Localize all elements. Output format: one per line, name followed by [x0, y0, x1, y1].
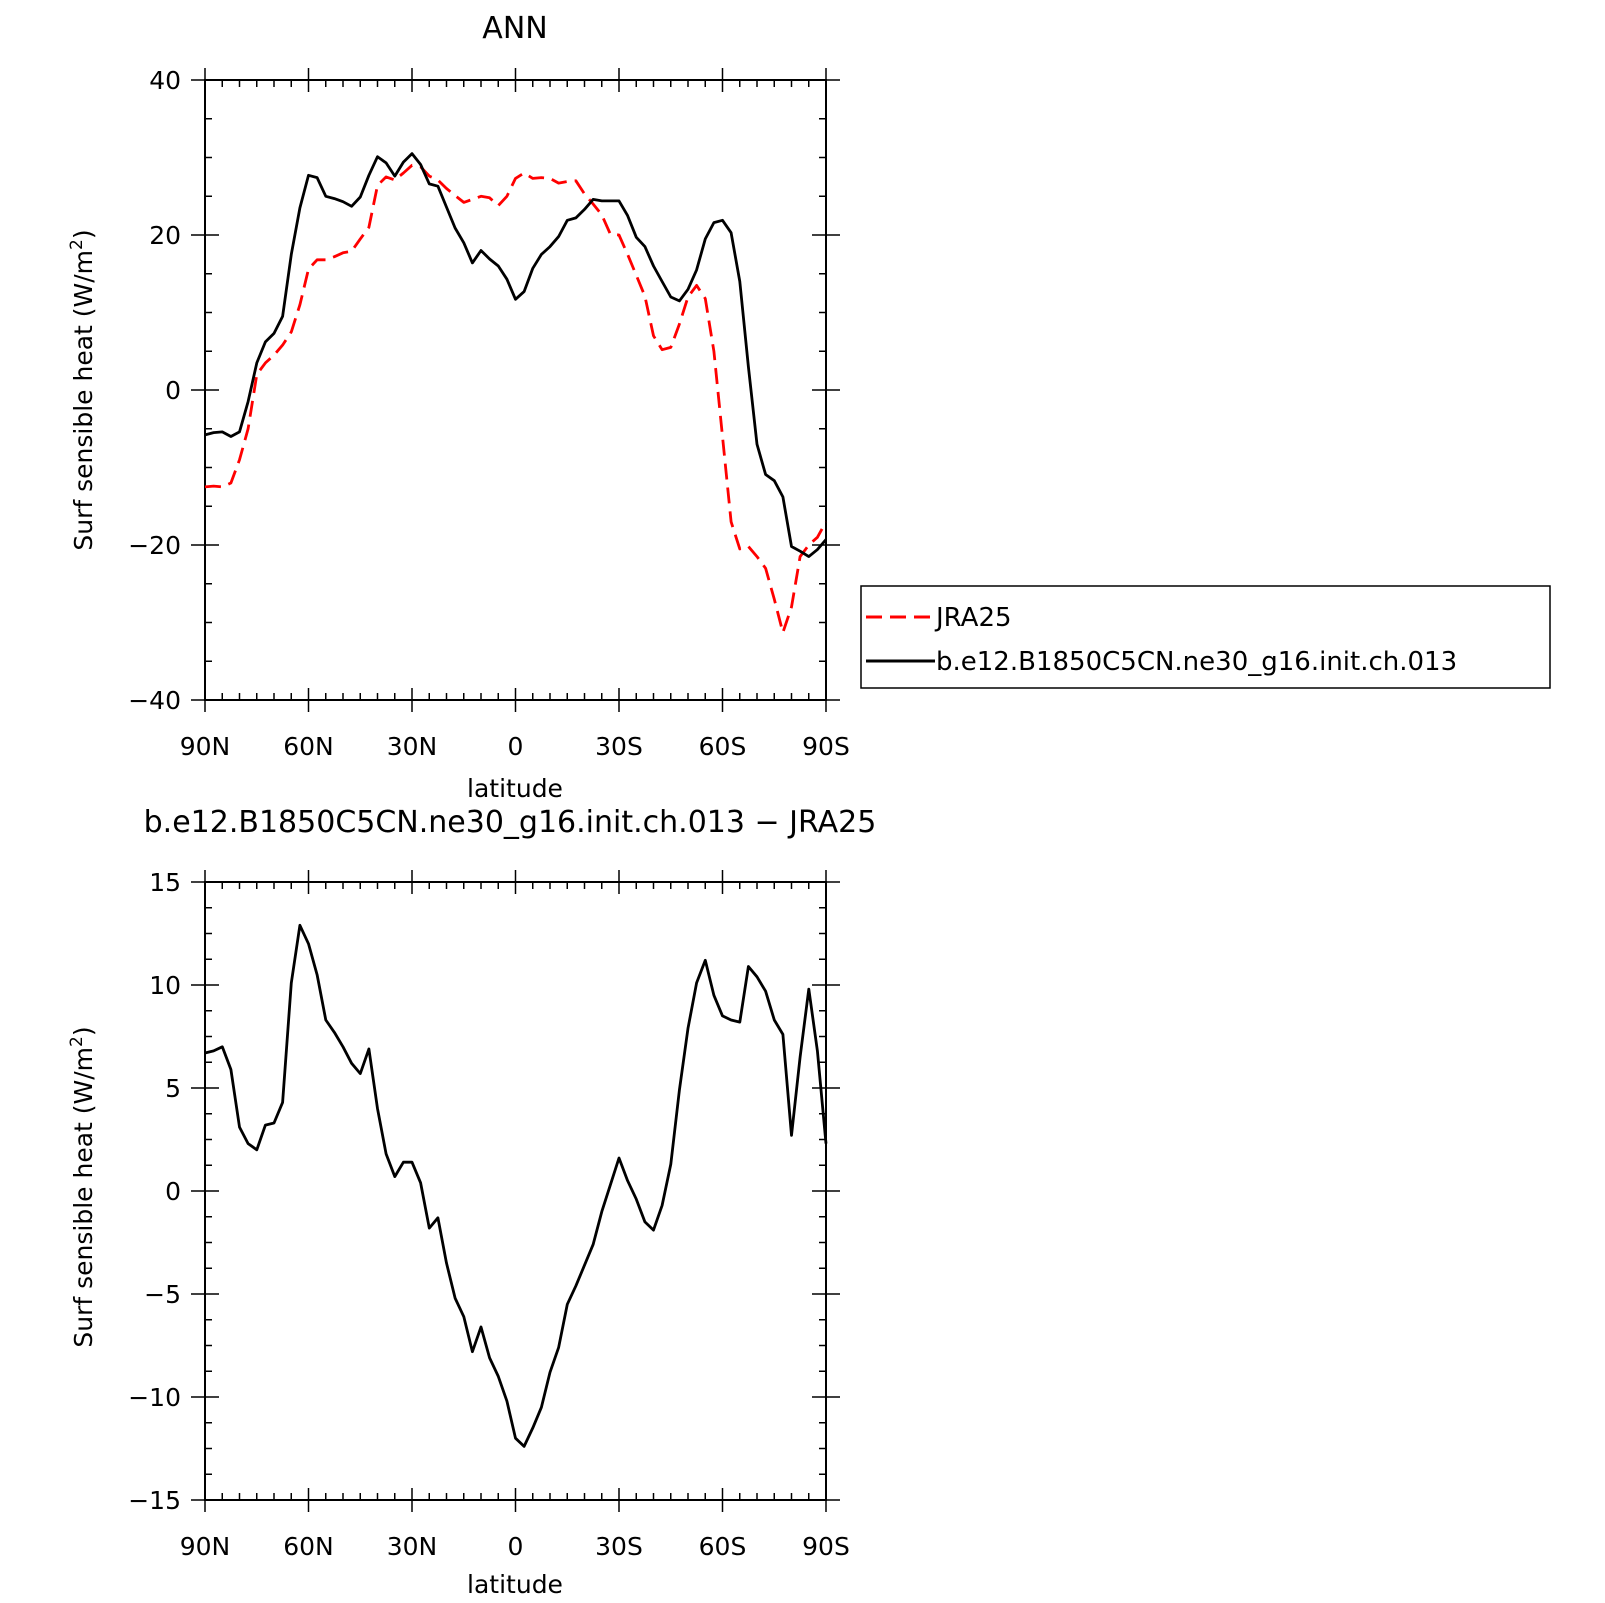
bottom-x-tick-label: 30N: [387, 1532, 438, 1561]
bottom-y-tick-label: −15: [128, 1486, 181, 1515]
top-x-tick-labels: 90N 60N 30N 0 30S 60S 90S: [180, 732, 850, 761]
top-x-axis-label: latitude: [467, 774, 563, 803]
top-x-tick-label: 90N: [180, 732, 231, 761]
bottom-y-tick-label: 0: [165, 1177, 181, 1206]
legend: JRA25 b.e12.B1850C5CN.ne30_g16.init.ch.0…: [860, 585, 1551, 689]
bottom-x-tick-label: 30S: [595, 1532, 643, 1561]
bottom-x-tick-label: 60S: [699, 1532, 747, 1561]
top-y-axis-label-main: Surf sensible heat (W/m: [69, 250, 98, 551]
top-x-tick-label: 60N: [283, 732, 334, 761]
bottom-y-tick-label: 10: [149, 971, 181, 1000]
top-y-tick-label: 40: [149, 66, 181, 95]
bottom-chart-title: b.e12.B1850C5CN.ne30_g16.init.ch.013 − J…: [144, 805, 877, 840]
bottom-y-tick-label: 15: [149, 868, 181, 897]
top-y-axis-label: Surf sensible heat (W/m2): [67, 229, 98, 550]
bottom-series-line-0: [204, 923, 828, 1448]
top-series-line-0: [204, 163, 828, 634]
top-y-axis-label-close: ): [69, 229, 98, 239]
bottom-x-tick-label: 90N: [180, 1532, 231, 1561]
top-axis-ticks: [191, 68, 840, 712]
top-series-line-1: [204, 152, 828, 558]
bottom-y-axis-label: Surf sensible heat (W/m2): [67, 1026, 98, 1347]
bottom-x-tick-labels: 90N 60N 30N 0 30S 60S 90S: [180, 1532, 850, 1561]
top-y-axis-label-sup: 2: [67, 239, 87, 250]
bottom-panel: b.e12.B1850C5CN.ne30_g16.init.ch.013 − J…: [67, 805, 876, 1599]
bottom-y-tick-label: −5: [144, 1280, 181, 1309]
top-x-tick-label: 90S: [802, 732, 850, 761]
bottom-y-axis-label-close: ): [69, 1026, 98, 1036]
top-panel: ANN −40 −20 0 20 40 90N 60N 30N 0 30S 60S 90S lati…: [67, 11, 1551, 803]
bottom-y-tick-label: 5: [165, 1074, 181, 1103]
legend-label-model: b.e12.B1850C5CN.ne30_g16.init.ch.013: [936, 647, 1457, 677]
top-y-tick-label: −40: [128, 686, 181, 715]
legend-box: [860, 585, 1551, 689]
bottom-axis-ticks: [191, 870, 840, 1512]
top-y-tick-label: −20: [128, 531, 181, 560]
bottom-y-tick-label: −10: [128, 1383, 181, 1412]
top-x-tick-label: 0: [508, 732, 524, 761]
top-chart-title: ANN: [482, 11, 547, 46]
top-x-tick-label: 30S: [595, 732, 643, 761]
top-plot-frame: [204, 79, 827, 701]
top-x-tick-label: 60S: [699, 732, 747, 761]
top-y-tick-labels: −40 −20 0 20 40: [128, 66, 181, 715]
bottom-y-tick-labels: −15 −10 −5 0 5 10 15: [128, 868, 181, 1515]
bottom-y-axis-label-main: Surf sensible heat (W/m: [69, 1047, 98, 1348]
top-plot-area: [204, 79, 827, 701]
bottom-plot-area: [204, 881, 827, 1501]
legend-label-jra25: JRA25: [934, 603, 1012, 633]
bottom-y-axis-label-sup: 2: [67, 1036, 87, 1047]
bottom-x-tick-label: 90S: [802, 1532, 850, 1561]
bottom-series-lines: [204, 923, 828, 1448]
top-y-tick-label: 20: [149, 221, 181, 250]
bottom-x-axis-label: latitude: [467, 1570, 563, 1599]
top-x-tick-label: 30N: [387, 732, 438, 761]
bottom-x-tick-label: 0: [508, 1532, 524, 1561]
top-series-lines: [204, 152, 828, 634]
top-y-tick-label: 0: [165, 376, 181, 405]
bottom-plot-frame: [204, 881, 827, 1501]
bottom-x-tick-label: 60N: [283, 1532, 334, 1561]
